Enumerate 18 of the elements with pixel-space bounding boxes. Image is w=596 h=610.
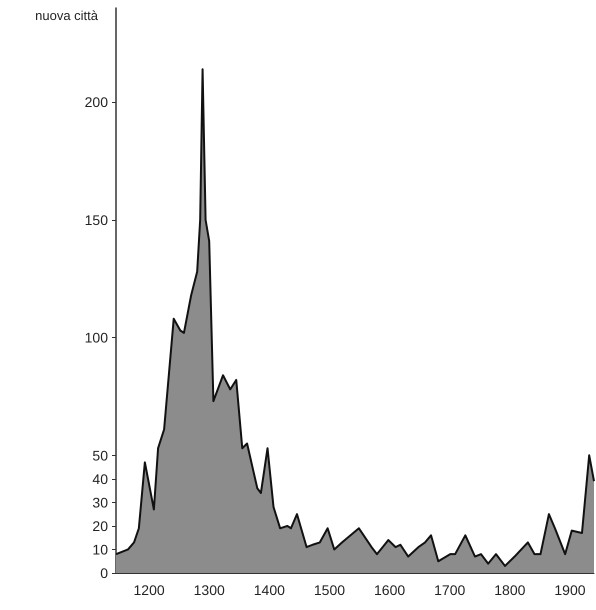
x-tick-label: 1700 [434, 582, 466, 598]
x-tick-label: 1500 [314, 582, 346, 598]
y-tick-label: 100 [84, 330, 108, 346]
x-tick-label: 1200 [133, 582, 165, 598]
y-axis-title: nuova città [35, 8, 99, 23]
y-tick-label: 40 [92, 470, 108, 487]
x-tick-label: 1600 [374, 582, 406, 598]
x-tick-label: 1400 [254, 582, 286, 598]
y-tick-label: 50 [92, 447, 108, 464]
x-tick-label: 1800 [494, 582, 526, 598]
y-tick-label: 30 [92, 494, 108, 510]
x-tick-label: 1300 [194, 582, 225, 598]
x-tick-label: 1900 [554, 582, 586, 598]
y-tick-label: 150 [84, 212, 108, 228]
y-tick-label: 20 [92, 518, 108, 534]
y-tick-label: 0 [100, 565, 108, 581]
y-tick-label: 10 [92, 541, 108, 558]
y-tick-label: 200 [84, 94, 108, 110]
